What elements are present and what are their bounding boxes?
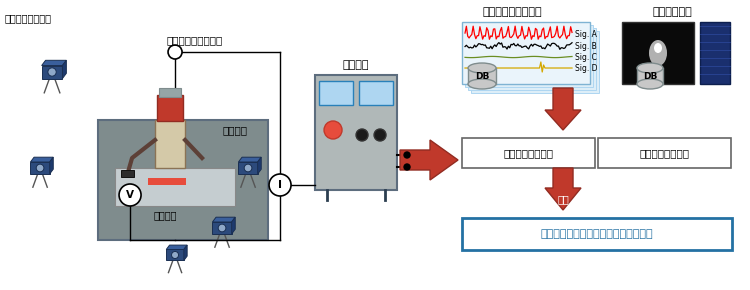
Bar [468, 28, 596, 90]
Bar [622, 22, 694, 84]
Circle shape [48, 68, 56, 76]
Text: 溶接電流: 溶接電流 [223, 125, 248, 135]
Polygon shape [400, 140, 458, 180]
Bar [159, 88, 181, 97]
Polygon shape [212, 217, 236, 222]
Polygon shape [50, 157, 53, 174]
Circle shape [324, 121, 342, 139]
Bar [462, 22, 590, 84]
Polygon shape [62, 60, 66, 79]
Text: 溶接条件・動作計測: 溶接条件・動作計測 [482, 7, 542, 17]
Ellipse shape [654, 43, 662, 53]
Polygon shape [184, 245, 188, 260]
Bar [98, 120, 268, 240]
Text: Sig. D: Sig. D [575, 64, 598, 72]
Polygon shape [42, 66, 62, 79]
Text: 動作計測用カメラ: 動作計測用カメラ [4, 13, 52, 23]
Text: 溶接ワイヤ送給速度: 溶接ワイヤ送給速度 [167, 35, 224, 45]
Polygon shape [232, 217, 236, 234]
Polygon shape [212, 222, 232, 234]
Ellipse shape [649, 40, 667, 66]
Text: DB: DB [643, 72, 657, 81]
Bar [462, 218, 732, 250]
Text: Sig. C: Sig. C [575, 52, 597, 61]
Circle shape [244, 164, 252, 172]
Ellipse shape [637, 79, 663, 89]
Bar [465, 25, 593, 87]
Text: 比較: 比較 [557, 194, 569, 204]
Bar [148, 178, 186, 185]
Polygon shape [238, 157, 261, 162]
Ellipse shape [637, 63, 663, 73]
Bar [157, 95, 183, 121]
Bar [598, 138, 731, 168]
Circle shape [218, 224, 226, 232]
Circle shape [172, 251, 178, 258]
Text: 溶接電源: 溶接電源 [343, 60, 369, 70]
Polygon shape [166, 245, 188, 249]
Bar [471, 31, 599, 93]
Text: 熙練技能者データ: 熙練技能者データ [503, 148, 553, 158]
Circle shape [404, 152, 410, 158]
Text: 若手技能者データ: 若手技能者データ [639, 148, 689, 158]
Text: Sig. B: Sig. B [575, 41, 597, 50]
Ellipse shape [468, 79, 496, 89]
Polygon shape [238, 162, 258, 174]
Circle shape [269, 174, 291, 196]
Bar [462, 138, 595, 168]
Circle shape [119, 184, 141, 206]
Bar [700, 22, 730, 84]
Polygon shape [42, 60, 66, 66]
Text: 溶接状態計測: 溶接状態計測 [652, 7, 692, 17]
Bar [319, 81, 353, 105]
Circle shape [374, 129, 386, 141]
Bar [315, 75, 397, 190]
Polygon shape [545, 88, 581, 130]
Text: I: I [278, 180, 282, 190]
Bar [359, 81, 393, 105]
Circle shape [356, 129, 368, 141]
Polygon shape [166, 249, 184, 260]
Text: Sig. A: Sig. A [575, 30, 597, 39]
Text: 適正な溶接条件や動作を新たに基準化: 適正な溶接条件や動作を新たに基準化 [541, 229, 653, 239]
Circle shape [168, 45, 182, 59]
Polygon shape [545, 168, 581, 210]
Polygon shape [31, 157, 53, 162]
Bar [115, 168, 235, 206]
Circle shape [404, 164, 410, 170]
Text: DB: DB [475, 72, 489, 81]
Bar [468, 68, 496, 84]
Polygon shape [155, 120, 185, 168]
Polygon shape [31, 162, 50, 174]
Ellipse shape [468, 63, 496, 73]
Bar [637, 68, 663, 84]
Text: 溶接電圧: 溶接電圧 [153, 210, 177, 220]
Polygon shape [258, 157, 261, 174]
Circle shape [36, 164, 44, 172]
Bar [121, 170, 134, 177]
Text: V: V [126, 190, 134, 200]
